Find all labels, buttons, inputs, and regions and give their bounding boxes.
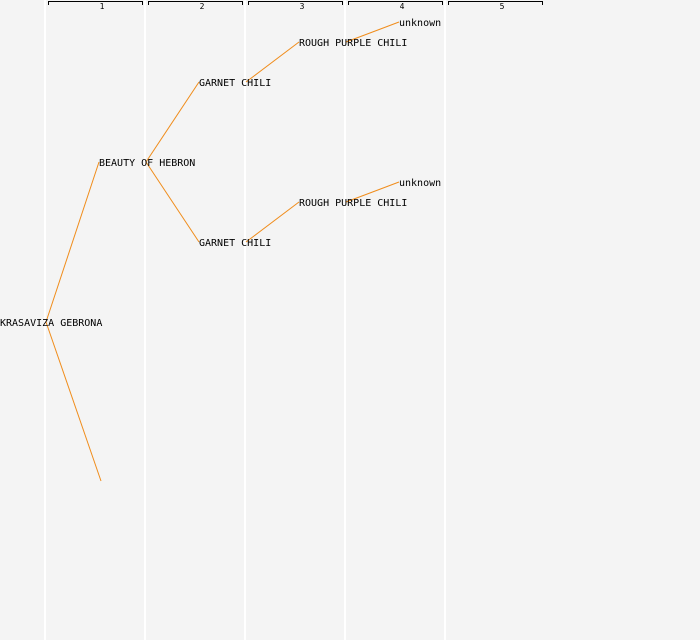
root-variety-label[interactable]: KRASAVIZA GEBRONA <box>0 318 102 329</box>
generation-bracket <box>448 1 543 5</box>
parent-link <box>145 81 200 163</box>
parent-link <box>345 21 400 43</box>
generation-number: 2 <box>200 2 205 11</box>
generation-header: 1 2 3 4 5 <box>48 1 543 11</box>
parent-link <box>245 41 300 83</box>
unknown-ancestor-label: unknown <box>399 178 441 189</box>
parent-variety-label[interactable]: BEAUTY OF HEBRON <box>99 158 195 169</box>
generation-number: 1 <box>100 2 105 11</box>
parent-link <box>45 321 102 482</box>
generation-bracket <box>248 1 343 5</box>
generation-number: 5 <box>500 2 505 11</box>
pedigree-links <box>45 21 400 482</box>
generation-columns <box>44 0 446 640</box>
generation-number: 3 <box>300 2 305 11</box>
grandparent-variety-label[interactable]: GARNET CHILI <box>199 238 271 249</box>
ancestor-variety-label[interactable]: ROUGH PURPLE CHILI <box>299 38 407 49</box>
generation-bracket <box>348 1 443 5</box>
parent-link <box>45 161 100 323</box>
generation-number: 4 <box>400 2 405 11</box>
ancestor-variety-label[interactable]: ROUGH PURPLE CHILI <box>299 198 407 209</box>
parent-link <box>245 201 300 243</box>
generation-bracket <box>48 1 143 5</box>
pedigree-nodes: KRASAVIZA GEBRONA BEAUTY OF HEBRON GARNE… <box>0 18 441 329</box>
parent-link <box>145 161 200 243</box>
generation-bracket <box>148 1 243 5</box>
grandparent-variety-label[interactable]: GARNET CHILI <box>199 78 271 89</box>
parent-link <box>345 181 400 203</box>
unknown-ancestor-label: unknown <box>399 18 441 29</box>
